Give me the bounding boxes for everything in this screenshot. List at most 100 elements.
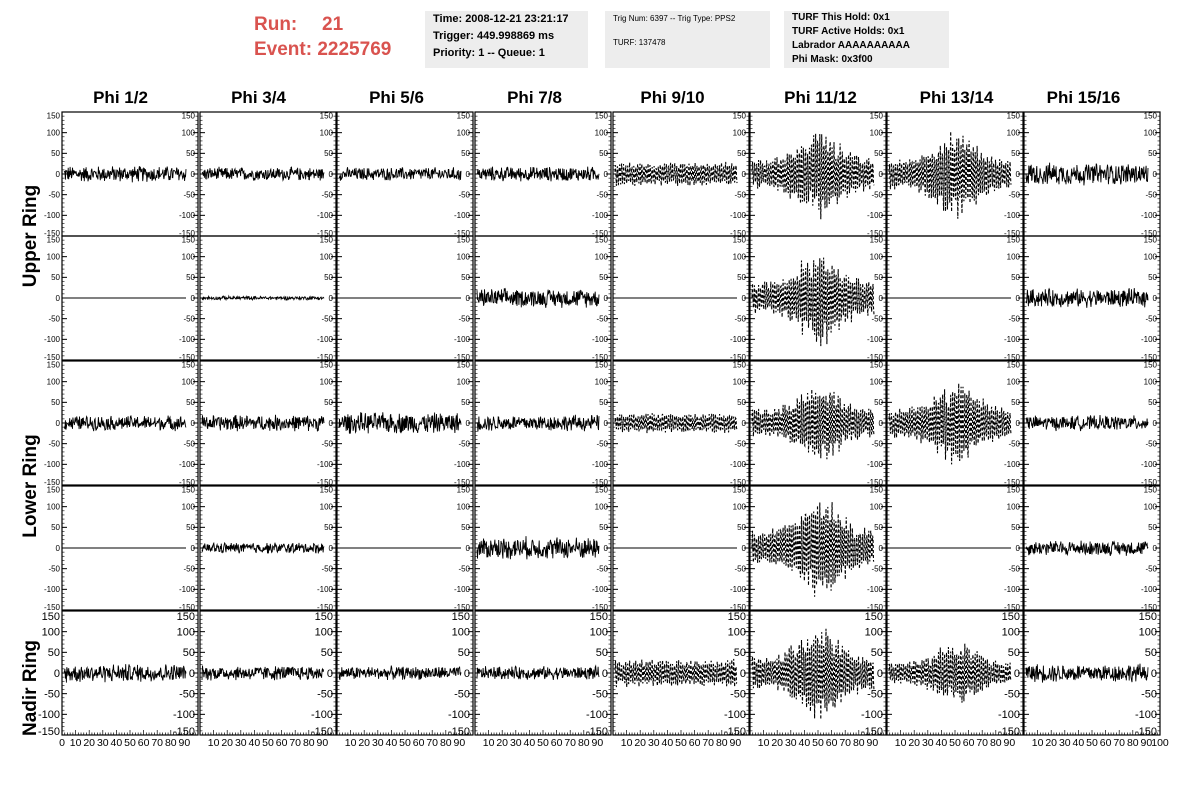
y-tick-label: 50: [874, 523, 883, 532]
y-tick-label: 100: [870, 252, 884, 261]
y-tick-label: -100: [454, 335, 471, 344]
y-tick-label: 100: [1144, 502, 1158, 511]
y-tick-label: 150: [595, 360, 609, 369]
y-tick-label: 150: [47, 235, 61, 244]
x-tick-label: 60: [138, 737, 150, 749]
y-tick-label: 50: [737, 273, 746, 282]
x-tick-label: 70: [976, 737, 988, 749]
y-tick-label: 0: [191, 294, 196, 303]
phi-title-15-16: Phi 15/16: [1046, 88, 1121, 107]
y-tick-label: 150: [1144, 111, 1158, 120]
y-tick-label: -100: [317, 460, 334, 469]
y-tick-label: -50: [734, 314, 746, 323]
x-tick-label: 30: [648, 737, 660, 749]
y-tick-label: 0: [1016, 419, 1021, 428]
y-tick-label: 50: [596, 647, 608, 659]
x-tick-label: 70: [426, 737, 438, 749]
y-tick-label: -100: [1141, 460, 1158, 469]
y-tick-label: -100: [1004, 335, 1021, 344]
y-tick-label: 100: [595, 128, 609, 137]
turf-hold-line: TURF This Hold: 0x1: [792, 12, 890, 23]
y-tick-label: -50: [596, 190, 608, 199]
x-tick-label: 60: [689, 737, 701, 749]
y-tick-label: -50: [734, 564, 746, 573]
x-tick-label: 90: [867, 737, 879, 749]
time-info-box: Time: 2008-12-21 23:21:17 Trigger: 449.9…: [425, 11, 588, 68]
x-tick-label: 40: [1073, 737, 1085, 749]
y-tick-label: -100: [592, 335, 609, 344]
x-tick-label: 90: [454, 737, 466, 749]
y-tick-label: -50: [1008, 564, 1020, 573]
x-tick-label: 60: [276, 737, 288, 749]
y-tick-label: 100: [457, 252, 471, 261]
x-tick-label: 20: [496, 737, 508, 749]
y-tick-label: 150: [182, 360, 196, 369]
y-tick-label: -100: [592, 460, 609, 469]
y-tick-label: 50: [461, 149, 470, 158]
y-tick-label: 50: [871, 647, 883, 659]
y-tick-label: 150: [452, 611, 470, 623]
y-tick-label: 0: [1016, 544, 1021, 553]
trig-info-box: Trig Num: 6397 -- Trig Type: PPS2 TURF: …: [605, 11, 770, 68]
x-tick-label: 80: [440, 737, 452, 749]
y-tick-label: 50: [1011, 523, 1020, 532]
y-tick-label: -100: [867, 335, 884, 344]
y-tick-label: -100: [998, 709, 1020, 721]
y-tick-label: 50: [874, 149, 883, 158]
x-tick-label: 10: [345, 737, 357, 749]
y-tick-label: 150: [1144, 360, 1158, 369]
y-tick-label: 100: [320, 377, 334, 386]
y-tick-label: -100: [448, 709, 470, 721]
y-tick-label: -100: [1141, 335, 1158, 344]
y-tick-label: -150: [179, 353, 196, 362]
y-tick-label: -100: [38, 709, 60, 721]
y-tick-label: 100: [595, 502, 609, 511]
y-tick-label: 50: [599, 523, 608, 532]
x-tick-label: 30: [235, 737, 247, 749]
waveform-trace: [476, 166, 600, 182]
x-tick-label: 30: [372, 737, 384, 749]
y-tick-label: 150: [47, 360, 61, 369]
y-tick-label: 0: [466, 294, 471, 303]
waveform-trace: [1025, 287, 1149, 308]
waveform-trace: [1025, 414, 1149, 432]
x-tick-label: 90: [1004, 737, 1016, 749]
y-tick-label: 0: [879, 170, 884, 179]
y-tick-label: 50: [324, 273, 333, 282]
phi-title-11-12: Phi 11/12: [784, 88, 857, 107]
x-tick-label: 10: [483, 737, 495, 749]
y-tick-label: -100: [861, 709, 883, 721]
y-tick-label: 150: [42, 611, 60, 623]
y-tick-label: 50: [51, 273, 60, 282]
y-tick-label: 100: [182, 502, 196, 511]
phi-mask-line: Phi Mask: 0x3f00: [792, 54, 873, 65]
y-tick-label: -150: [179, 478, 196, 487]
y-tick-label: 100: [1007, 502, 1021, 511]
x-tick-label: 90: [317, 737, 329, 749]
y-tick-label: -100: [730, 335, 747, 344]
y-tick-label: 150: [595, 235, 609, 244]
x-tick-label: 20: [1045, 737, 1057, 749]
y-tick-label: 0: [56, 419, 61, 428]
y-tick-label: 100: [1007, 252, 1021, 261]
y-tick-label: -100: [1004, 211, 1021, 220]
y-tick-label: 50: [1148, 149, 1157, 158]
waveform-trace: [888, 131, 1012, 219]
y-tick-label: -150: [454, 478, 471, 487]
y-tick-label: 0: [191, 544, 196, 553]
x-tick-label: 80: [1127, 737, 1139, 749]
y-tick-label: 150: [320, 235, 334, 244]
y-tick-label: -50: [458, 439, 470, 448]
y-tick-label: 0: [742, 170, 747, 179]
y-tick-label: 50: [737, 398, 746, 407]
y-tick-label: 50: [461, 273, 470, 282]
y-tick-label: -50: [1008, 190, 1020, 199]
y-tick-label: -150: [179, 603, 196, 612]
x-tick-label: 30: [785, 737, 797, 749]
y-tick-label: -100: [317, 211, 334, 220]
y-tick-label: -100: [454, 585, 471, 594]
run-event-block: Run: 21 Event: 2225769: [254, 12, 391, 62]
y-tick-label: 50: [1008, 647, 1020, 659]
y-tick-label: -150: [592, 353, 609, 362]
y-tick-label: -150: [592, 603, 609, 612]
